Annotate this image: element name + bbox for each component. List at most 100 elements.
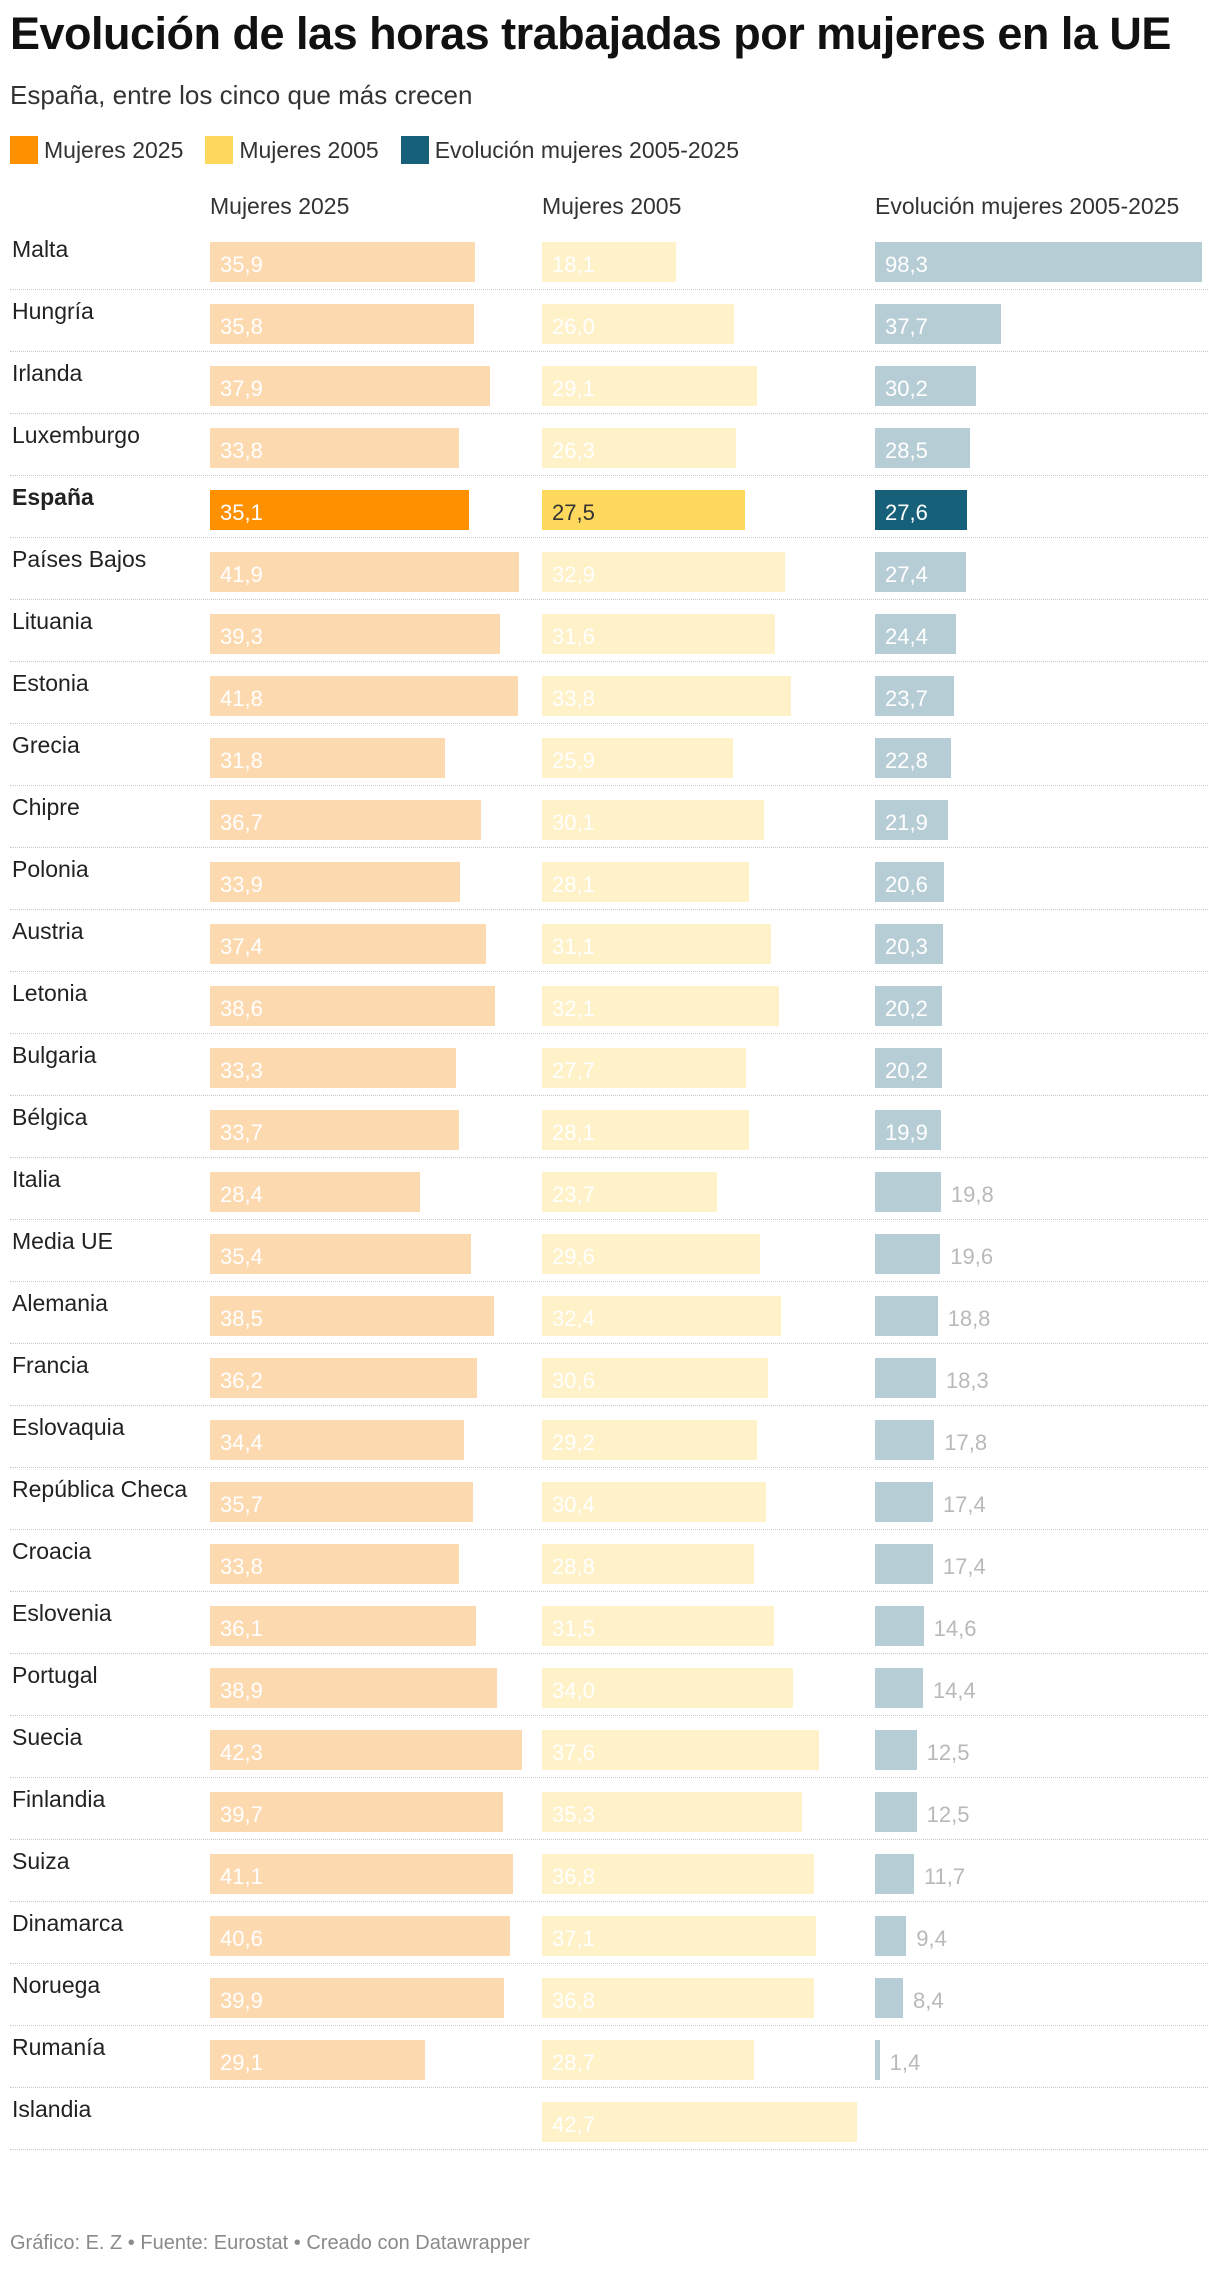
column-header-evolution: Evolución mujeres 2005-2025: [875, 193, 1180, 219]
data-label-2025: 37,4: [220, 934, 263, 959]
row-label: Lituania: [12, 608, 93, 634]
row-label: República Checa: [12, 1476, 188, 1502]
data-label-evolution: 20,6: [885, 872, 928, 897]
bar-2005: [542, 1420, 758, 1460]
bar-2025: [210, 1234, 472, 1274]
table-row: Alemania 38,5 32,4 18,8: [10, 1282, 1208, 1344]
data-label-evolution: 21,9: [885, 810, 928, 835]
row-label: Chipre: [12, 794, 80, 820]
data-label-evolution: 18,3: [945, 1368, 989, 1393]
table-row: Países Bajos 41,9 32,9 27,4: [10, 538, 1208, 600]
bar-2025: [210, 1606, 477, 1646]
bar-evolution: [875, 1048, 943, 1088]
table-row: Irlanda 37,9 29,1 30,2: [10, 352, 1208, 414]
row-label: Finlandia: [12, 1786, 106, 1812]
legend-swatch-2025: [10, 136, 38, 164]
table-row: Italia 28,4 23,7 19,8: [10, 1158, 1208, 1220]
bar-evolution: [875, 490, 967, 530]
bar-2025: [210, 800, 481, 840]
bar-evolution: [875, 1792, 917, 1832]
bar-evolution: [875, 366, 976, 406]
bar-2025: [210, 1482, 474, 1522]
column-header-2025: Mujeres 2025: [210, 193, 350, 219]
bar-2005: [542, 1668, 793, 1708]
data-label-2025: 35,9: [220, 252, 263, 277]
data-label-2025: 41,1: [220, 1864, 263, 1889]
row-label: Suecia: [12, 1724, 83, 1750]
bar-2025: [210, 738, 445, 778]
row-label: Países Bajos: [12, 546, 147, 572]
row-label: Noruega: [12, 1972, 101, 1998]
data-label-evolution: 9,4: [916, 1926, 947, 1951]
bar-evolution: [875, 614, 957, 654]
bar-2025: [210, 1730, 523, 1770]
data-label-2005: 29,2: [552, 1430, 595, 1455]
data-label-2025: 36,7: [220, 810, 263, 835]
bar-2025: [210, 1296, 495, 1336]
bar-2005: [542, 1792, 803, 1832]
bar-2005: [542, 1110, 750, 1150]
data-label-2025: 35,1: [220, 500, 263, 525]
table-row: Media UE 35,4 29,6 19,6: [10, 1220, 1208, 1282]
data-label-2005: 28,1: [552, 872, 595, 897]
bar-2025: [210, 1792, 503, 1832]
bar-2005: [542, 1482, 767, 1522]
data-label-2025: 33,8: [220, 438, 263, 463]
legend-label-2025: Mujeres 2025: [44, 136, 184, 163]
data-label-2025: 33,3: [220, 1058, 263, 1083]
bar-2025: [210, 304, 475, 344]
table-row: Finlandia 39,7 35,3 12,5: [10, 1778, 1208, 1840]
bar-evolution: [875, 1482, 933, 1522]
bar-2025: [210, 1420, 464, 1460]
data-label-evolution: 28,5: [885, 438, 928, 463]
bar-2005: [542, 1234, 761, 1274]
bar-evolution: [875, 1172, 941, 1212]
bar-evolution: [875, 1668, 923, 1708]
data-label-2005: 18,1: [552, 252, 595, 277]
table-row: Malta 35,9 18,1 98,3: [10, 228, 1208, 290]
row-label: Alemania: [12, 1290, 108, 1316]
data-label-evolution: 18,8: [947, 1306, 991, 1331]
bar-2005: [542, 428, 737, 468]
data-label-evolution: 17,8: [944, 1430, 988, 1455]
data-label-2005: 30,6: [552, 1368, 595, 1393]
bar-evolution: [875, 1296, 938, 1336]
legend-swatch-evolution: [400, 136, 429, 164]
chart-footer: Gráfico: E. Z • Fuente: Eurostat • Cread…: [10, 2232, 530, 2254]
data-label-2005: 28,7: [552, 2050, 595, 2075]
table-row: Eslovenia 36,1 31,5 14,6: [10, 1592, 1208, 1654]
table-row: Islandia 42,7: [10, 2088, 1208, 2150]
bar-evolution: [875, 1544, 933, 1584]
table-row: Grecia 31,8 25,9 22,8: [10, 724, 1208, 786]
row-label: Polonia: [12, 856, 89, 882]
table-row: Chipre 36,7 30,1 21,9: [10, 786, 1208, 848]
table-row: Noruega 39,9 36,8 8,4: [10, 1964, 1208, 2026]
row-label: Suiza: [12, 1848, 70, 1874]
bar-2005: [542, 1606, 775, 1646]
row-label: Austria: [12, 918, 84, 944]
data-label-2025: 37,9: [220, 376, 263, 401]
bar-evolution: [875, 1854, 914, 1894]
data-label-2005: 42,7: [552, 2112, 595, 2137]
data-label-2025: 40,6: [220, 1926, 263, 1951]
data-label-evolution: 24,4: [885, 624, 928, 649]
data-label-2005: 31,1: [552, 934, 595, 959]
data-label-2025: 33,8: [220, 1554, 263, 1579]
data-label-2005: 29,6: [552, 1244, 595, 1269]
data-label-2025: 38,9: [220, 1678, 263, 1703]
data-label-2025: 36,2: [220, 1368, 263, 1393]
legend-item-2025: Mujeres 2025: [10, 136, 183, 164]
data-label-2025: 28,4: [220, 1182, 263, 1207]
bar-2025: [210, 428, 460, 468]
bar-2005: [542, 800, 765, 840]
table-row: Rumanía 29,1 28,7 1,4: [10, 2026, 1208, 2088]
data-label-2005: 26,0: [552, 314, 595, 339]
legend-label-evolution: Evolución mujeres 2005-2025: [434, 136, 740, 163]
data-label-evolution: 23,7: [885, 686, 928, 711]
row-label: Bulgaria: [12, 1042, 97, 1068]
row-label: Estonia: [12, 670, 89, 696]
data-label-2005: 30,1: [552, 810, 595, 835]
table-row: Letonia 38,6 32,1 20,2: [10, 972, 1208, 1034]
bar-2025: [210, 1854, 514, 1894]
